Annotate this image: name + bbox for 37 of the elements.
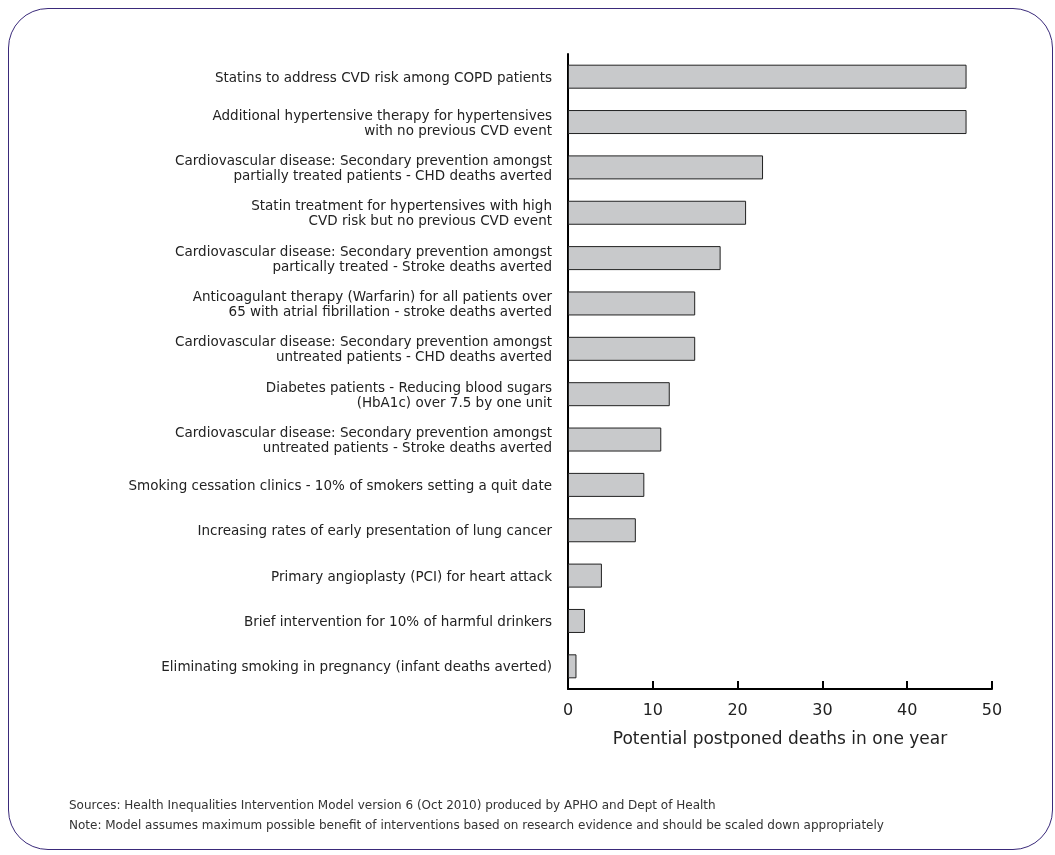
y-tick-label: Cardiovascular disease: Secondary prevention amongst untreated patients - Stroke deaths averted [175,424,552,456]
y-tick-label: Cardiovascular disease: Secondary prevention amongst partially treated patients - CHD deaths averted [175,151,552,183]
y-tick-label: Smoking cessation clinics - 10% of smokers setting a quit date [128,476,552,493]
y-tick-label: Brief intervention for 10% of harmful drinkers [243,612,552,629]
x-tick-label: 0 [562,699,574,719]
y-tick-label: Statins to address CVD risk among COPD patients [214,68,552,85]
x-tick-label: 50 [981,699,1003,719]
y-tick-label: Increasing rates of early presentation of lung cancer [197,522,553,539]
bar [568,291,696,316]
x-tick-label: 40 [897,699,918,719]
y-tick-label: Statin treatment for hypertensives with high CVD risk but no previous CVD event [251,197,552,229]
bar [568,246,721,271]
bar [568,200,747,225]
bar [568,608,585,633]
text: Note: Model assumes maximum possible benefit of interventions based on research evidence and should be scaled down appropriately [69,818,884,832]
y-tick-label: Primary angioplasty (PCI) for heart attack [271,567,553,584]
bar [568,472,645,497]
y-tick-label: Anticoagulant therapy (Warfarin) for all patients over 65 with atrial fibrillation - stroke deaths averted [192,287,553,319]
x-tick-label: 20 [727,699,748,719]
y-tick-label: Cardiovascular disease: Secondary prevention amongst partically treated - Stroke deaths averted [175,242,552,274]
y-tick-label: Diabetes patients - Reducing blood sugars (HbA1c) over 7.5 by one unit [265,378,552,410]
y-tick-label: Additional hypertensive therapy for hypertensives with no previous CVD event [212,106,552,138]
y-tick-label: Cardiovascular disease: Secondary prevention amongst untreated patients - CHD deaths averted [175,333,552,365]
x-tick-label: 10 [642,699,663,719]
bar [568,654,577,679]
source-note: Sources: Health Inequalities Intervention Model version 6 (Oct 2010) produced by APHO and Dept of Health [69,798,716,812]
x-tick-label: 30 [812,699,833,719]
bar [568,427,662,452]
bar [568,336,696,361]
bar [568,110,967,135]
bar [568,563,602,588]
bar [568,64,967,89]
x-axis-title: Potential postponed deaths in one year [612,727,948,748]
bar [568,382,670,407]
bar [568,518,636,543]
y-tick-label: Eliminating smoking in pregnancy (infant deaths averted) [161,658,552,675]
bar [568,155,764,180]
